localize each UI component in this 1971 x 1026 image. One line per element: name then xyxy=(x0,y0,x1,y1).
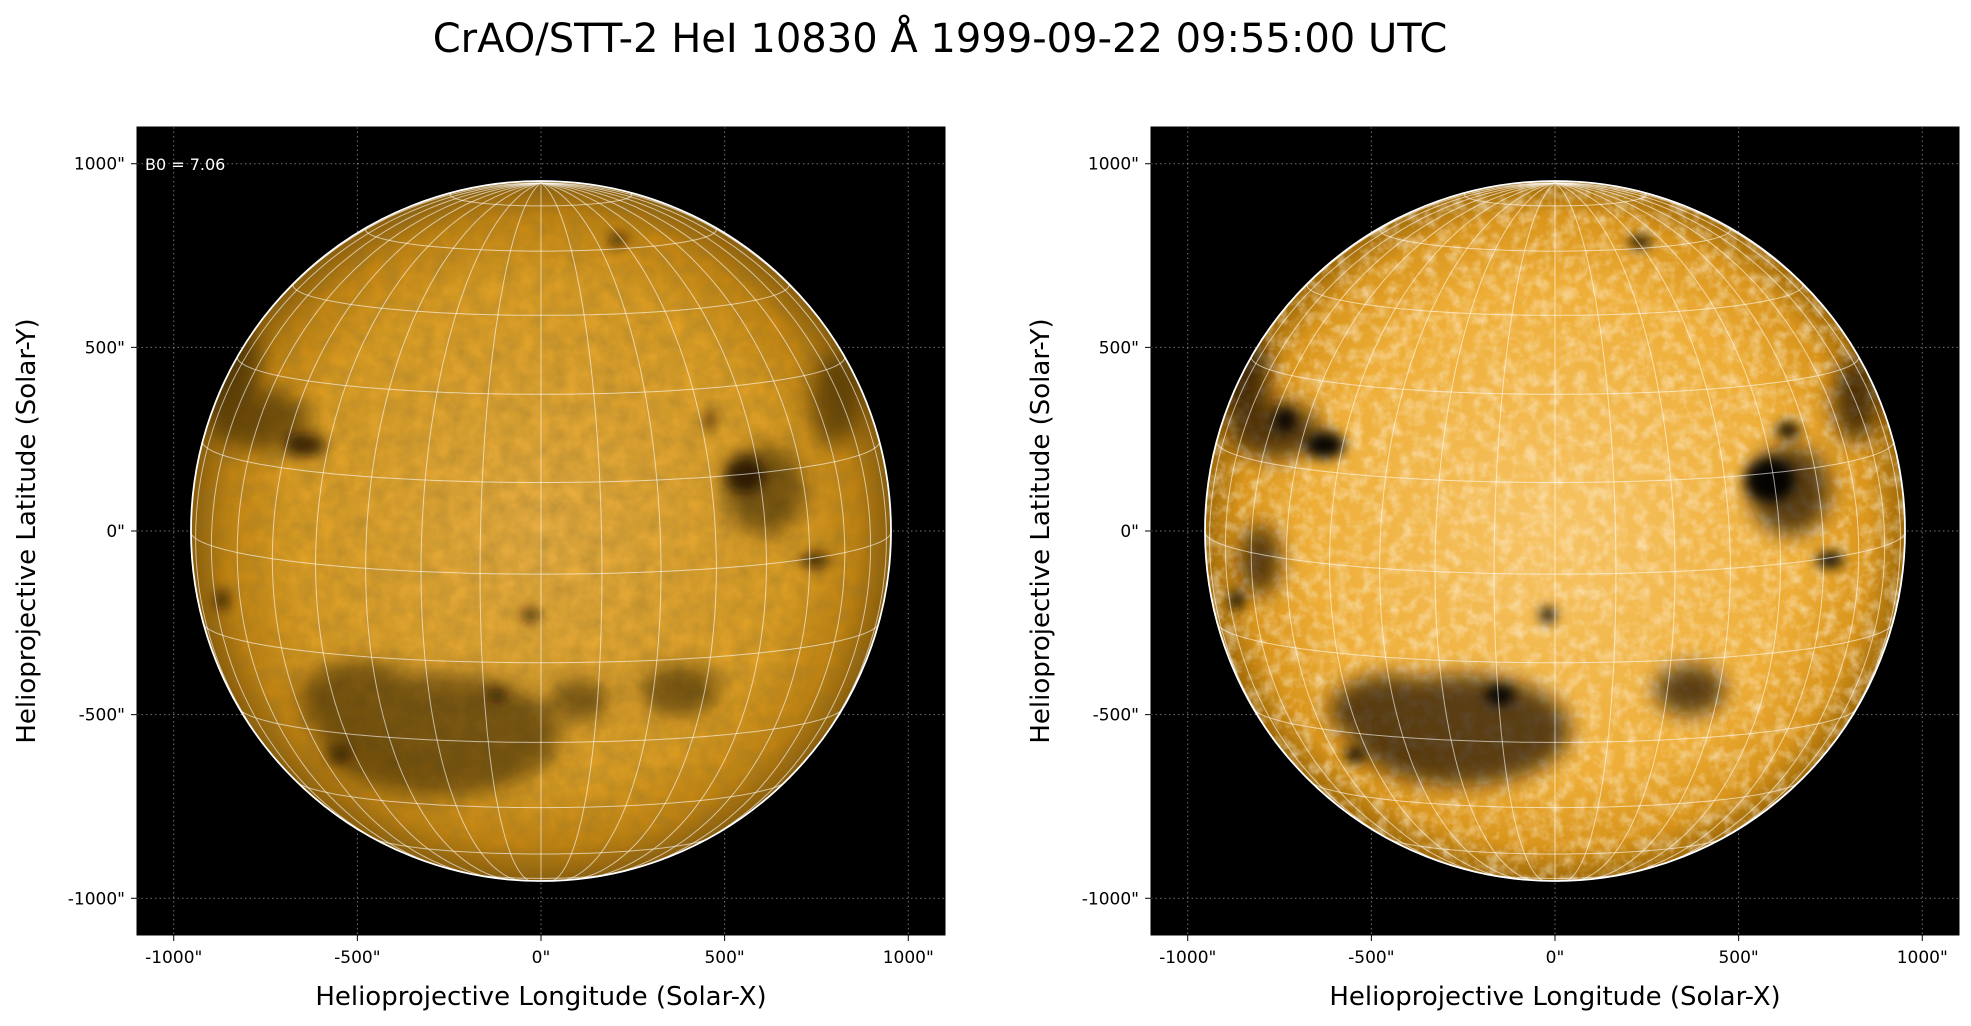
right-sun-disk xyxy=(1204,180,1906,882)
meridian-line xyxy=(1434,182,1556,881)
meridian-line xyxy=(540,182,768,881)
x-tick-label: -1000" xyxy=(145,948,202,968)
parallel-line xyxy=(1463,188,1647,207)
parallel-line xyxy=(1250,354,1860,395)
meridian-line xyxy=(1554,182,1617,881)
meridian-line xyxy=(540,182,811,880)
parallel-line xyxy=(1215,439,1895,483)
meridian-line xyxy=(271,182,542,880)
parallel-line xyxy=(236,354,846,395)
parallel-line xyxy=(293,779,789,809)
parallel-line xyxy=(1307,779,1803,809)
meridian-line xyxy=(1554,182,1731,881)
y-tick-label: -500" xyxy=(79,706,125,726)
y-tick-label: -500" xyxy=(1093,706,1139,726)
meridian-line xyxy=(365,182,542,881)
meridian-line xyxy=(420,182,542,881)
y-tick-label: 1000" xyxy=(1088,155,1139,175)
right-panel: -1000" -500" 0" 500" 1000" 1000"500"0"-500"-… xyxy=(1026,126,1960,1012)
x-tick-label: 1000" xyxy=(883,948,934,968)
parallel-line xyxy=(1306,280,1804,316)
y-tick-label: -1000" xyxy=(1082,889,1139,909)
meridian-line xyxy=(540,182,846,877)
y-tick-label: 1000" xyxy=(74,155,125,175)
y-tick-label: -1000" xyxy=(68,889,125,909)
right-x-axis: -1000" -500" 0" 500" 1000" xyxy=(1159,935,1948,968)
meridian-line xyxy=(1379,182,1556,881)
x-tick-label: -500" xyxy=(334,948,380,968)
meridian-line xyxy=(1554,182,1782,881)
meridian-line xyxy=(540,182,717,881)
x-tick-label: 1000" xyxy=(1897,948,1948,968)
meridian-line xyxy=(314,182,542,881)
right-limb-outline xyxy=(1204,180,1906,882)
parallel-line xyxy=(292,280,790,316)
x-tick-label: -1000" xyxy=(1159,948,1216,968)
figure-title: CrAO/STT-2 HeI 10830 Å 1999-09-22 09:55:… xyxy=(433,14,1448,62)
meridian-line xyxy=(1328,182,1556,881)
meridian-line xyxy=(540,182,662,881)
parallel-line xyxy=(369,836,713,855)
x-tick-label: 500" xyxy=(1718,948,1758,968)
parallel-line xyxy=(1251,707,1859,743)
x-tick-label: -500" xyxy=(1348,948,1394,968)
parallel-line xyxy=(201,622,881,664)
left-x-axis: -1000" -500" 0" 500" 1000" xyxy=(145,935,934,968)
meridian-line xyxy=(1250,182,1556,877)
parallel-line xyxy=(365,223,717,252)
meridian-line xyxy=(479,182,542,881)
parallel-line xyxy=(1379,223,1731,252)
right-y-axis-label: Helioprojective Latitude (Solar-Y) xyxy=(1026,318,1056,743)
left-annotation: B0 = 7.06 xyxy=(145,155,225,174)
y-tick-label: 500" xyxy=(85,338,125,358)
y-tick-label: 500" xyxy=(1099,338,1139,358)
left-panel: -1000" -500" 0" 500" 1000" 1000"500"0"-500"-… xyxy=(12,126,946,1012)
meridian-line xyxy=(236,182,542,877)
parallel-line xyxy=(237,707,845,743)
parallel-line xyxy=(201,439,881,483)
parallel-line xyxy=(1215,622,1895,664)
right-y-axis: 1000" 500" 0" -500" -1000" xyxy=(1082,155,1151,909)
x-tick-label: 0" xyxy=(1546,948,1565,968)
meridian-line xyxy=(1285,182,1556,880)
left-y-axis-label: Helioprojective Latitude (Solar-Y) xyxy=(12,318,42,743)
meridian-line xyxy=(1493,182,1556,881)
parallel-line xyxy=(449,188,633,207)
y-tick-label: 0" xyxy=(106,522,125,542)
left-sun-disk xyxy=(190,180,892,882)
parallel-line xyxy=(1383,836,1727,855)
meridian-line xyxy=(1554,182,1825,880)
left-y-axis: 1000" 500" 0" -500" -1000" xyxy=(68,155,137,909)
parallel-line xyxy=(1205,530,1905,575)
left-limb-outline xyxy=(190,180,892,882)
meridian-line xyxy=(1554,182,1676,881)
x-tick-label: 0" xyxy=(532,948,551,968)
x-tick-label: 500" xyxy=(704,948,744,968)
parallel-line xyxy=(191,530,891,575)
left-heliographic-grid xyxy=(191,182,891,881)
right-x-axis-label: Helioprojective Longitude (Solar-X) xyxy=(1329,982,1780,1012)
meridian-line xyxy=(1554,182,1860,877)
left-x-axis-label: Helioprojective Longitude (Solar-X) xyxy=(315,982,766,1012)
y-tick-label: 0" xyxy=(1120,522,1139,542)
meridian-line xyxy=(540,182,603,881)
